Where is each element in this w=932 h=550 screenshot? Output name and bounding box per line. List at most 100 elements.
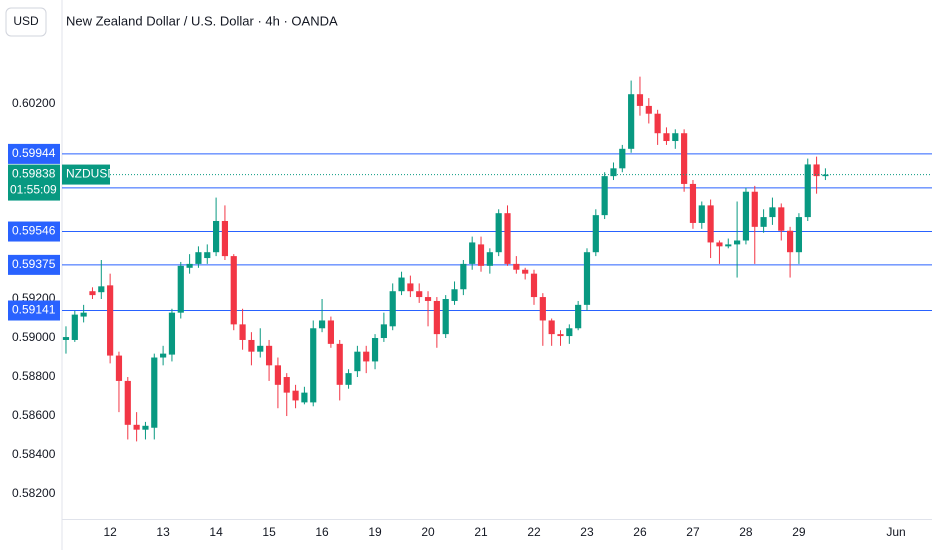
x-tick-label: 14 <box>209 525 223 539</box>
countdown: 01:55:09 <box>10 183 57 197</box>
candle-body <box>336 343 343 385</box>
candle-body <box>168 312 176 355</box>
candle-body <box>742 191 750 241</box>
candle-body <box>575 304 582 329</box>
candle-body <box>195 252 202 264</box>
x-tick-label: 12 <box>103 525 117 539</box>
x-tick-label: 13 <box>156 525 170 539</box>
y-tick-label: 0.60200 <box>12 96 56 110</box>
candle-body <box>239 324 246 340</box>
x-tick-label: 16 <box>315 525 329 539</box>
candle-body <box>89 291 96 296</box>
candle-body <box>354 351 361 372</box>
candle-body <box>230 256 237 325</box>
candle-body <box>725 244 732 247</box>
candle-body <box>345 373 352 385</box>
x-tick-label: 22 <box>527 525 541 539</box>
candle-body <box>124 380 131 425</box>
candle-body <box>663 133 670 142</box>
candle-body <box>477 244 485 266</box>
candle-body <box>734 240 741 245</box>
y-tick-label: 0.58200 <box>12 486 56 500</box>
candle-body <box>424 297 432 301</box>
candle-body <box>433 300 440 335</box>
x-tick-label: 26 <box>633 525 647 539</box>
candle-body <box>592 215 599 253</box>
symbol-label: NZDUSD <box>66 167 116 181</box>
candle-body <box>610 168 617 177</box>
candle-body <box>283 377 290 393</box>
candle-body <box>495 213 502 253</box>
candle-body <box>186 263 193 268</box>
candle-body <box>804 164 811 218</box>
candle-body <box>486 252 493 266</box>
candle-body <box>213 220 220 253</box>
candle-body <box>566 328 573 337</box>
y-tick-label: 0.59000 <box>12 330 56 344</box>
candle-body <box>451 289 458 301</box>
candle-body <box>769 207 776 218</box>
candle-body <box>795 217 803 253</box>
candle-body <box>751 191 758 227</box>
candle-body <box>142 425 149 430</box>
candle-body <box>389 291 396 327</box>
candle-body <box>363 351 370 362</box>
candle-body <box>513 263 520 270</box>
candle-body <box>442 299 449 335</box>
candle-body <box>645 105 652 114</box>
x-tick-label: 28 <box>739 525 753 539</box>
currency-label[interactable]: USD <box>13 14 39 28</box>
candle-body <box>71 314 78 340</box>
candle-body <box>460 263 467 290</box>
candle-body <box>822 174 829 177</box>
level-label-bg <box>8 221 60 242</box>
level-label: 0.59546 <box>12 224 56 238</box>
currency-box[interactable] <box>5 7 47 37</box>
level-label: 0.59141 <box>12 303 56 317</box>
price-tag-label: 0.59838 <box>12 167 56 181</box>
candle-body <box>62 337 70 340</box>
candle-body <box>672 133 679 142</box>
x-tick-label: 19 <box>368 525 382 539</box>
candle-body <box>115 355 123 381</box>
candle-body <box>204 252 211 259</box>
candle-body <box>787 230 794 253</box>
candle-body <box>257 345 264 352</box>
candle-body <box>716 242 723 247</box>
x-tick-label: 29 <box>792 525 806 539</box>
candle-body <box>522 269 529 274</box>
candle-body <box>557 334 564 337</box>
candle-body <box>654 113 661 134</box>
candle-body <box>504 213 511 264</box>
candle-body <box>601 176 608 216</box>
x-tick-label: 20 <box>421 525 435 539</box>
x-tick-label: Jun <box>886 525 905 539</box>
x-tick-label: 21 <box>474 525 488 539</box>
candle-body <box>778 207 785 231</box>
candle-body <box>407 283 414 292</box>
candle-body <box>707 205 714 243</box>
level-label: 0.59375 <box>12 257 56 271</box>
candle-body <box>310 328 317 403</box>
candle-body <box>813 164 820 177</box>
y-tick-label: 0.58800 <box>12 369 56 383</box>
x-tick-label: 15 <box>262 525 276 539</box>
symbol-tag <box>62 164 110 185</box>
candle-body <box>469 242 476 264</box>
candle-body <box>274 365 282 385</box>
level-label-bg <box>8 300 60 321</box>
candle-body <box>292 390 299 401</box>
candle-body <box>80 312 87 317</box>
candle-body <box>177 265 184 313</box>
level-label: 0.59944 <box>12 146 56 160</box>
candle-body <box>265 345 273 366</box>
candle-body <box>151 357 158 428</box>
candle-body <box>698 205 705 223</box>
candle-body <box>221 220 229 257</box>
candle-body <box>248 339 255 352</box>
candle-body <box>301 392 308 403</box>
candle-body <box>681 133 688 184</box>
candle-body <box>318 320 326 329</box>
